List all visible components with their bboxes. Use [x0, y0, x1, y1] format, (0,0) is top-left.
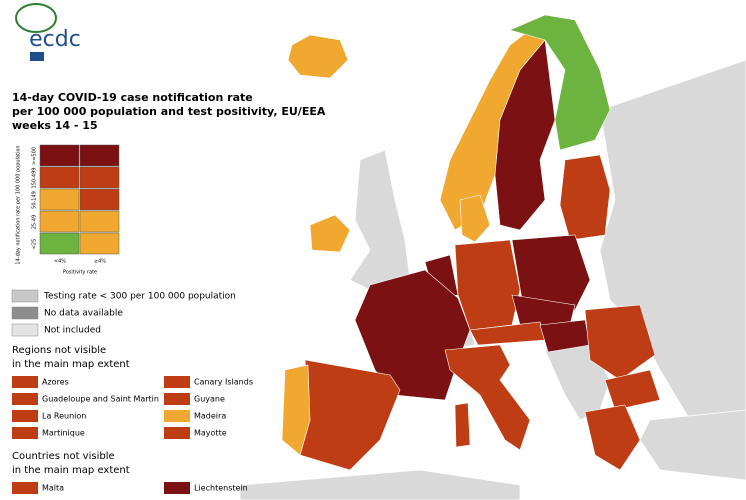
finland [509, 14, 611, 151]
logo-globe [15, 3, 57, 33]
legend-label: Not included [44, 326, 101, 336]
romania [584, 304, 656, 381]
greece [584, 404, 641, 471]
section-heading: in the main map extent [12, 465, 130, 476]
region-swatch [164, 427, 190, 439]
matrix-cell [39, 144, 80, 167]
matrix-y-label: 50-149 [32, 191, 38, 209]
matrix-cell [39, 166, 80, 189]
region-swatch [12, 376, 38, 388]
matrix-x-label: ≥4% [94, 259, 106, 265]
poland [511, 234, 591, 311]
turkey [639, 409, 746, 481]
matrix-cell [79, 210, 120, 233]
matrix-y-label: >=500 [32, 147, 38, 165]
title-line: 14-day COVID-19 case notification rate [12, 91, 253, 104]
baltics [559, 154, 611, 241]
matrix-cell [79, 144, 120, 167]
sardinia [454, 402, 471, 448]
region-swatch [12, 427, 38, 439]
map-shapes [239, 14, 746, 500]
region-label: Liechtenstein [194, 484, 248, 493]
legend-label: Testing rate < 300 per 100 000 populatio… [43, 292, 236, 302]
sweden [494, 39, 556, 231]
region-swatch [164, 393, 190, 405]
title-line: weeks 14 - 15 [12, 119, 98, 132]
title-line: per 100 000 population and test positivi… [12, 105, 326, 118]
france [354, 269, 471, 401]
north-africa [239, 469, 521, 500]
bulgaria [604, 369, 661, 411]
matrix-x-label: <4% [54, 259, 66, 265]
matrix-y-label: 25-49 [32, 215, 38, 230]
spain [299, 359, 401, 471]
region-swatch [12, 482, 38, 494]
matrix-x-title: Positivity rate [63, 270, 97, 276]
region-swatch [164, 482, 190, 494]
legend-swatch [11, 306, 39, 320]
matrix-y-label: <25 [32, 239, 38, 250]
region-swatch [12, 393, 38, 405]
region-swatch [164, 410, 190, 422]
portugal [281, 364, 311, 456]
legend-swatch [11, 289, 39, 303]
section-heading: in the main map extent [12, 359, 130, 370]
region-label: Madeira [194, 412, 226, 421]
region-label: Malta [42, 484, 64, 493]
region-label: Canary Islands [194, 378, 253, 387]
legend-label: No data available [44, 309, 123, 319]
italy [444, 344, 531, 451]
matrix-cell [39, 210, 80, 233]
section-heading: Countries not visible [12, 451, 115, 462]
matrix-cell [39, 188, 80, 211]
matrix-cell [79, 232, 120, 255]
matrix-cell [79, 166, 120, 189]
matrix-cell [39, 232, 80, 255]
region-swatch [12, 410, 38, 422]
region-label: Azores [42, 378, 69, 387]
section-heading: Regions not visible [12, 345, 106, 356]
region-label: Martinique [42, 429, 85, 438]
iceland [287, 34, 349, 79]
ireland [309, 214, 351, 253]
region-swatch [164, 376, 190, 388]
uk [349, 149, 411, 291]
matrix-y-title: 14-day notification rate per 100 000 pop… [16, 145, 22, 264]
matrix-cell [79, 188, 120, 211]
matrix-y-label: 150-499 [32, 168, 38, 189]
eu-flag [30, 52, 44, 61]
region-label: Guyane [194, 395, 225, 404]
denmark [459, 194, 491, 243]
logo-text: ecdc [29, 27, 81, 52]
region-label: La Reunion [42, 412, 86, 421]
region-label: Mayotte [194, 429, 227, 438]
legend-swatch [11, 323, 39, 337]
region-label: Guadeloupe and Saint Martin [42, 395, 159, 404]
